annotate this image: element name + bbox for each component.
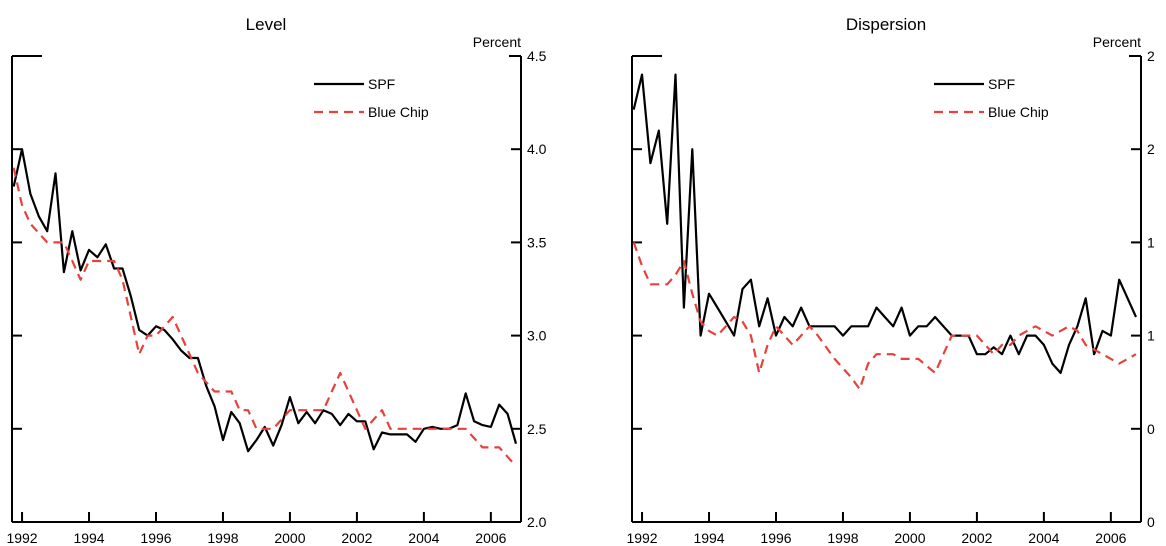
chart-2-x-tick-label: 2000 — [894, 530, 925, 546]
chart-1-x-tick-label: 1992 — [6, 530, 37, 546]
chart-1-legend-label-blue-chip: Blue Chip — [368, 104, 429, 120]
chart-2-x-tick-label: 2006 — [1095, 530, 1126, 546]
chart-2-legend-label-spf: SPF — [988, 76, 1015, 92]
chart-1-y-tick-label: 3.0 — [527, 328, 547, 344]
chart-2-unit-label: Percent — [1093, 34, 1141, 50]
chart-2-x-tick-label: 1996 — [760, 530, 791, 546]
chart-1-x-tick-label: 2004 — [408, 530, 439, 546]
chart-1-unit-label: Percent — [473, 34, 521, 50]
chart-1-x-tick-label: 2006 — [475, 530, 506, 546]
chart-2-x-tick-label: 1998 — [827, 530, 858, 546]
chart-2-legend-label-blue-chip: Blue Chip — [988, 104, 1049, 120]
chart-1-x-tick-label: 2000 — [274, 530, 305, 546]
chart-2-series-spf-line — [632, 73, 1138, 374]
chart-2-x-tick-label: 1992 — [626, 530, 657, 546]
chart-1-y-tick-label: 2.5 — [527, 421, 547, 437]
chart-2-y-tick-label: 1 — [1147, 328, 1155, 344]
chart-2-series-blue-chip-line — [632, 242, 1137, 391]
chart-1-x-tick-label: 1996 — [140, 530, 171, 546]
chart-1-x-tick-label: 1998 — [207, 530, 238, 546]
chart-2-x-tick-label: 2004 — [1028, 530, 1059, 546]
chart-1-series-spf-line — [12, 148, 518, 453]
chart-1-y-tick-label: 4.0 — [527, 141, 547, 157]
chart-2-x-tick-label: 1994 — [693, 530, 724, 546]
chart-1-x-tick-label: 1994 — [73, 530, 104, 546]
chart-1-y-tick-label: 2.0 — [527, 514, 547, 530]
chart-1-series-blue-chip-line — [12, 167, 517, 467]
chart-2-y-tick-label: 2 — [1147, 48, 1155, 64]
chart-2-y-tick-label: 1 — [1147, 234, 1155, 250]
chart-2-y-tick-label: 2 — [1147, 141, 1155, 157]
chart-1-y-tick-label: 4.5 — [527, 48, 547, 64]
chart-2-y-tick-label: 0 — [1147, 421, 1155, 437]
chart-1-y-tick-label: 3.5 — [527, 234, 547, 250]
chart-2-title: Dispersion — [846, 15, 926, 34]
chart-2-x-tick-label: 2002 — [961, 530, 992, 546]
chart-1-x-tick-label: 2002 — [341, 530, 372, 546]
chart-2-y-tick-label: 0 — [1147, 514, 1155, 530]
chart-1-legend-label-spf: SPF — [368, 76, 395, 92]
chart-1-title: Level — [246, 15, 287, 34]
